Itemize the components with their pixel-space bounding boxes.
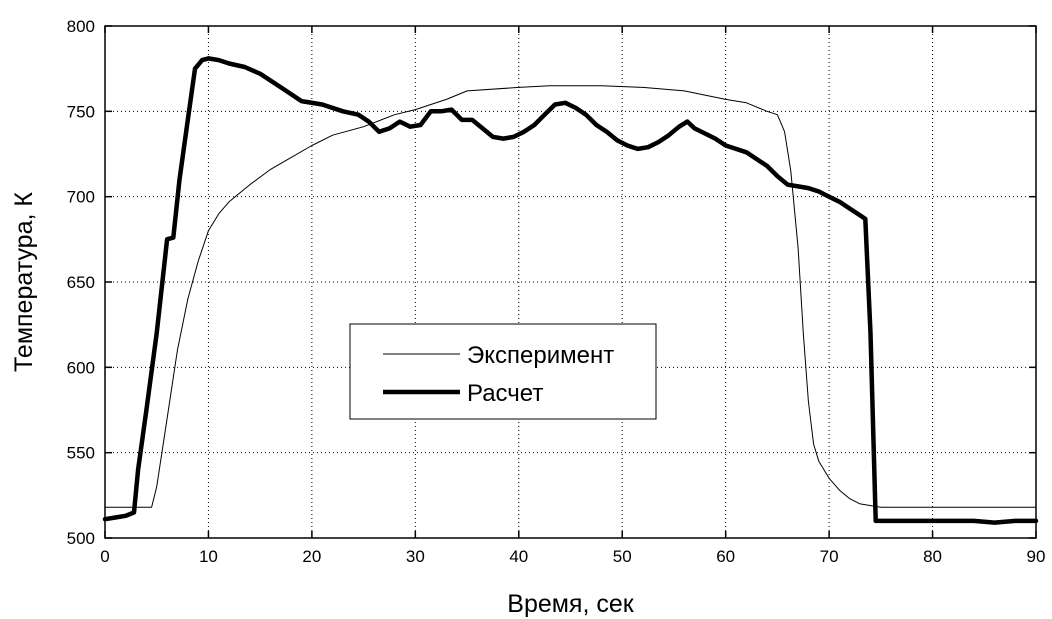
y-tick-label: 750 <box>67 102 95 121</box>
plot-frame <box>104 25 1037 539</box>
y-tick-label: 500 <box>67 529 95 548</box>
x-tick-label: 10 <box>199 547 218 566</box>
y-tick-label: 700 <box>67 188 95 207</box>
y-tick-label: 800 <box>67 17 95 36</box>
x-tick-label: 0 <box>100 547 109 566</box>
axes-layer: 0 10 20 30 40 50 60 70 80 90 500 550 600 650 700 750 800… <box>10 17 1045 618</box>
legend-box <box>349 323 657 420</box>
x-tick-label: 40 <box>509 547 528 566</box>
series-layer <box>102 56 1039 525</box>
x-axis-title: Время, сек <box>507 590 635 618</box>
x-tick-label: 80 <box>923 547 942 566</box>
legend: Эксперимент Расчет <box>349 323 657 420</box>
series-line-calculation <box>102 56 1039 525</box>
y-tick-label: 600 <box>67 358 95 377</box>
x-tick-label: 50 <box>613 547 632 566</box>
x-tick-label: 70 <box>820 547 839 566</box>
y-axis-title: Температура, К <box>10 192 38 372</box>
x-tick-label: 90 <box>1027 547 1046 566</box>
x-tick-label: 60 <box>716 547 735 566</box>
x-tick-label: 20 <box>302 547 321 566</box>
y-tick-label: 650 <box>67 273 95 292</box>
grid-layer <box>105 26 1036 538</box>
x-tick-label: 30 <box>406 547 425 566</box>
legend-label: Расчет <box>467 380 543 407</box>
legend-label: Эксперимент <box>467 342 614 369</box>
series-line-experiment <box>104 85 1037 508</box>
y-tick-label: 550 <box>67 444 95 463</box>
